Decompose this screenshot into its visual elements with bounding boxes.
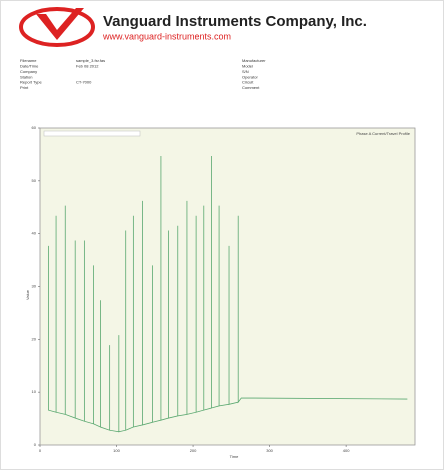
- field-label: Model: [242, 63, 253, 68]
- company-name: Vanguard Instruments Company, Inc.: [103, 13, 367, 30]
- y-tick-label: 50: [32, 178, 37, 183]
- field-label: Manufacturer: [242, 58, 266, 63]
- field-label: S/N: [242, 69, 249, 74]
- y-tick-label: 60: [32, 125, 37, 130]
- x-tick-label: 100: [113, 448, 120, 453]
- y-axis-label: Value: [25, 289, 30, 300]
- x-tick-label: 300: [266, 448, 273, 453]
- field-value: CT-7000: [76, 80, 92, 85]
- y-tick-label: 30: [32, 284, 37, 289]
- y-tick-label: 10: [32, 389, 37, 394]
- chart: 0 10 20 30 40 50 60 0 100 200 300 400: [32, 125, 408, 453]
- x-axis-label: Time: [230, 454, 240, 459]
- field-label: Print: [20, 85, 29, 90]
- field-label: Operator: [242, 74, 258, 79]
- info-fields: Filename sample_3.fsr.fas Date/Time Feb 08 …: [20, 58, 266, 90]
- signal-line: [48, 156, 408, 433]
- y-tick-label: 20: [32, 336, 37, 341]
- field-label: Company: [20, 69, 37, 74]
- y-tick-label: 40: [32, 231, 37, 236]
- website: www.vanguard-instruments.com: [102, 31, 231, 41]
- field-label: Report Type: [20, 80, 42, 85]
- field-value: sample_3.fsr.fas: [76, 58, 105, 63]
- x-tick-label: 400: [343, 448, 350, 453]
- field-label: Filename: [20, 58, 37, 63]
- field-label: Comment: [242, 85, 260, 90]
- x-tick-label: 200: [190, 448, 197, 453]
- field-label: Circuit: [242, 80, 254, 85]
- legend: Phase A Current/Travel Profile: [356, 131, 410, 136]
- scrollbar: [43, 130, 141, 137]
- x-tick-label: 0: [39, 448, 42, 453]
- logo: [19, 7, 95, 47]
- plot-area: [39, 127, 416, 446]
- y-tick-label: 0: [34, 442, 37, 447]
- field-value: Feb 08 2012: [76, 63, 99, 68]
- field-label: Station: [20, 74, 32, 79]
- field-label: Date/Time: [20, 63, 39, 68]
